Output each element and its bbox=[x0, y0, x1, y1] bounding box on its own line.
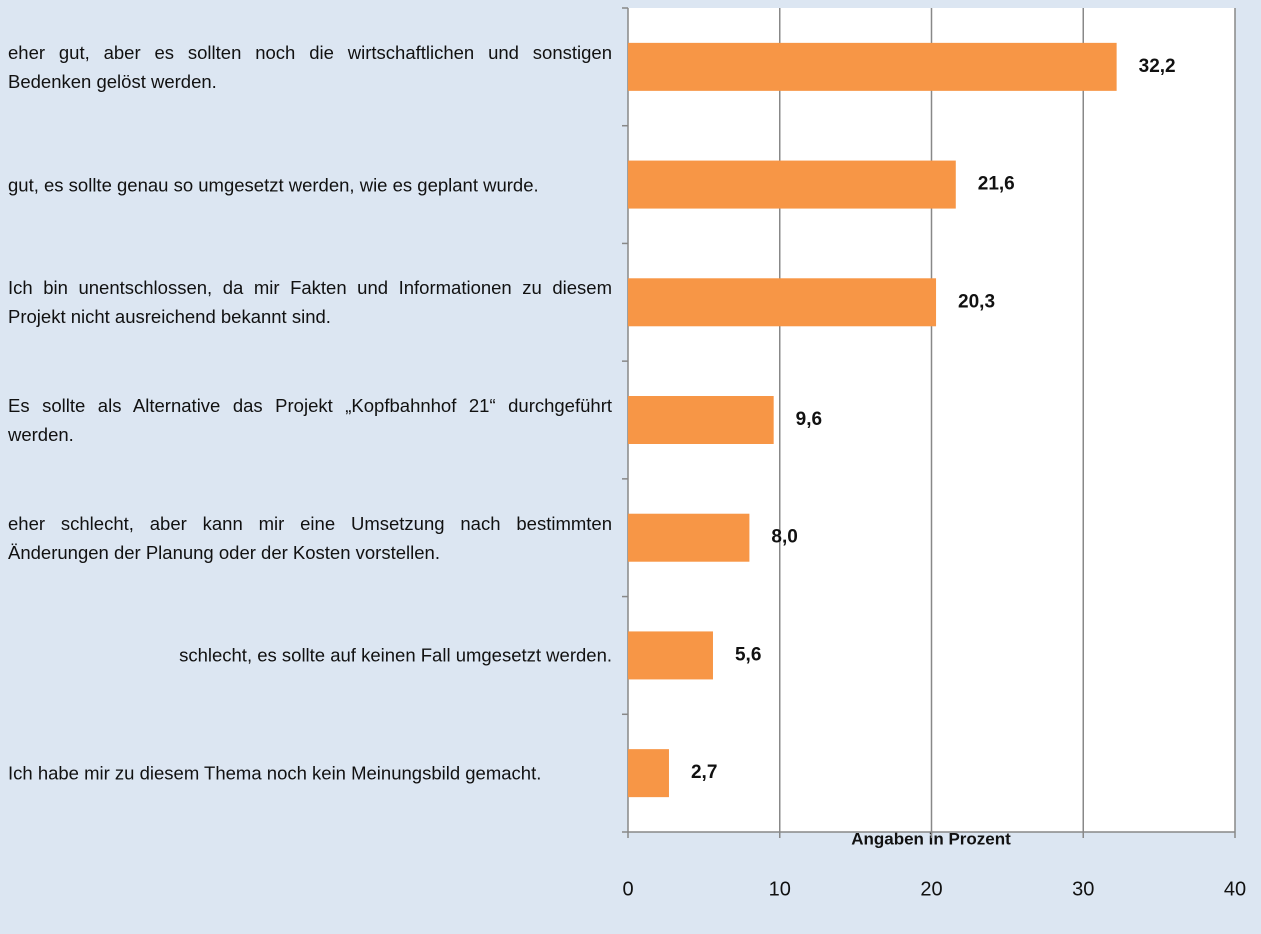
x-tick-label: 20 bbox=[920, 878, 942, 900]
bar bbox=[628, 396, 774, 444]
category-label: Ich bin unentschlossen, da mir Fakten un… bbox=[8, 277, 612, 328]
bar bbox=[628, 513, 750, 562]
category-label: Es sollte als Alternative das Projekt „K… bbox=[8, 395, 612, 445]
value-label: 20,3 bbox=[958, 291, 995, 312]
category-label: Ich habe mir zu diesem Thema noch kein M… bbox=[8, 762, 542, 784]
category-label: gut, es sollte genau so umgesetzt werden… bbox=[8, 174, 539, 196]
x-tick-label: 40 bbox=[1224, 878, 1246, 900]
x-tick-label: 30 bbox=[1072, 878, 1094, 900]
value-label: 5,6 bbox=[735, 644, 761, 665]
x-axis-title: Angaben in Prozent bbox=[851, 829, 1011, 848]
value-label: 9,6 bbox=[796, 409, 822, 430]
bar bbox=[628, 278, 937, 327]
value-label: 8,0 bbox=[771, 527, 797, 548]
category-label: eher gut, aber es sollten noch die wirts… bbox=[8, 41, 612, 92]
category-label: schlecht, es sollte auf keinen Fall umge… bbox=[179, 644, 612, 666]
bar bbox=[628, 42, 1117, 91]
x-tick-label: 0 bbox=[622, 878, 633, 900]
bar bbox=[628, 749, 669, 798]
value-label: 32,2 bbox=[1139, 56, 1176, 77]
value-label: 2,7 bbox=[691, 762, 717, 783]
value-label: 21,6 bbox=[978, 174, 1015, 195]
bar bbox=[628, 631, 713, 680]
category-label: eher schlecht, aber kann mir eine Umsetz… bbox=[8, 512, 612, 563]
bar bbox=[628, 160, 956, 209]
x-tick-label: 10 bbox=[769, 878, 791, 900]
